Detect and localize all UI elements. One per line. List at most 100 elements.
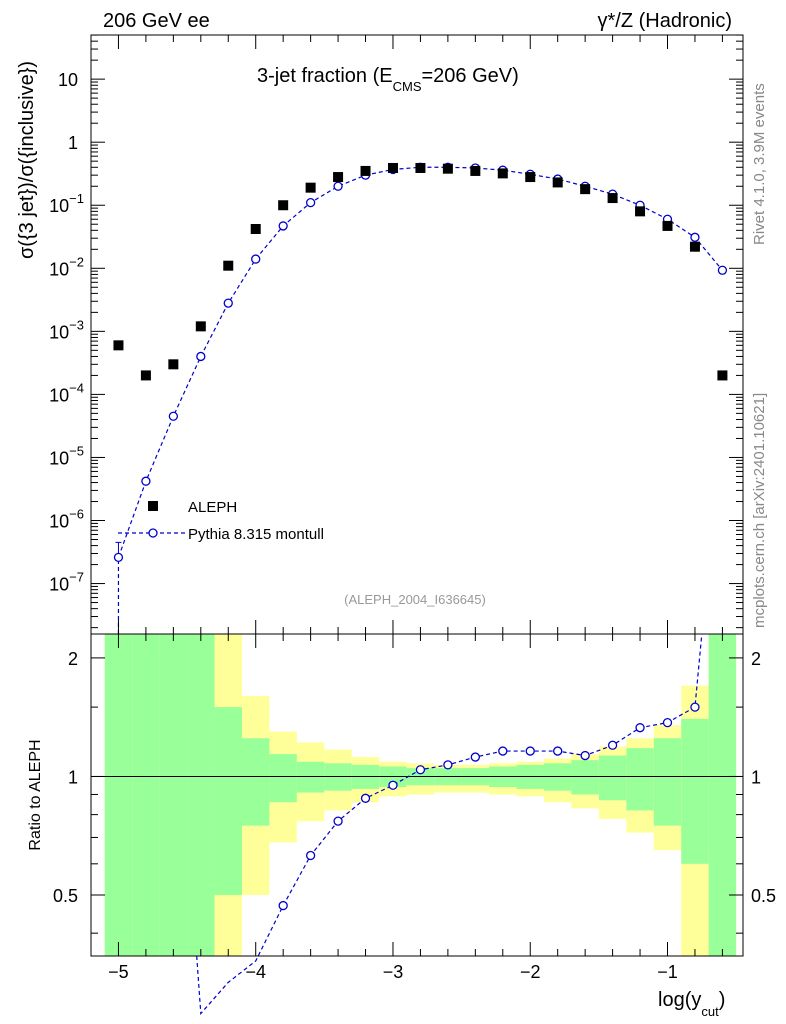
data-point (278, 200, 289, 211)
band-inner (681, 718, 709, 864)
ratio-mc-point (525, 746, 535, 756)
y-tick-label: 1 (68, 133, 78, 153)
data-point (607, 193, 618, 204)
ratio-mc-point (662, 717, 673, 728)
data-point (442, 163, 453, 174)
analysis-label: (ALEPH_2004_I636645) (344, 592, 486, 607)
mc-point (717, 265, 728, 275)
mc-point (196, 351, 206, 362)
y-tick-label: 10−7 (49, 570, 84, 595)
data-point (717, 370, 728, 381)
band-inner (543, 763, 572, 791)
band-inner (296, 761, 325, 793)
ratio-tick-label-left: 0.5 (53, 886, 78, 906)
band-inner (269, 754, 297, 803)
band-inner (598, 755, 627, 801)
ratio-tick-label-right: 2 (751, 649, 761, 669)
band-inner (104, 634, 133, 956)
ratio-mc-point (470, 752, 480, 762)
header-right: γ*/Z (Hadronic) (598, 10, 732, 32)
band-inner (132, 634, 160, 956)
ratio-tick-label-right: 0.5 (751, 886, 776, 906)
mc-point (168, 411, 179, 421)
band-inner (187, 634, 215, 956)
data-point (415, 162, 426, 173)
legend-data-marker (148, 501, 158, 511)
mc-point (113, 552, 124, 563)
band-inner (159, 634, 188, 956)
ratio-tick-label-left: 1 (68, 767, 78, 787)
data-point (168, 359, 179, 370)
data-point (552, 177, 563, 188)
x-tick-label: −1 (657, 962, 678, 982)
x-axis-label: log(ycut) (658, 989, 725, 1019)
ratio-tick-label-right: 1 (751, 767, 761, 787)
ratio-mc-point (278, 900, 288, 911)
x-tick-label: −3 (383, 962, 404, 982)
data-point (470, 165, 481, 176)
data-point (497, 168, 508, 179)
data-point (525, 172, 536, 183)
y-tick-label: 10−2 (49, 254, 84, 279)
mc-series-line (117, 166, 723, 634)
data-point (195, 321, 206, 332)
data-point (360, 165, 371, 176)
ratio-mc-point (635, 723, 645, 733)
mc-point (690, 232, 700, 242)
band-inner (241, 738, 270, 826)
y-tick-label: 10−1 (49, 191, 84, 216)
band-inner (626, 748, 654, 811)
ratio-mc-point (388, 780, 398, 790)
data-point (689, 241, 700, 252)
ratio-bands (91, 634, 743, 956)
ratio-mc-point (498, 746, 508, 756)
ratio-mc-point (360, 793, 371, 803)
ratio-mc-point (553, 746, 563, 756)
band-inner (324, 763, 352, 791)
data-point (223, 260, 234, 271)
chart-title: 3-jet fraction (ECMS=206 GeV) (257, 65, 519, 94)
axes: −5 −4 −3 −2 −1 10 1 10−1 10−2 10−3 10−4 10−5 10−6 10−… (49, 34, 776, 982)
band-inner (653, 738, 682, 826)
side-label-mcplots: mcplots.cern.ch [arXiv:2401.10621] (751, 393, 768, 628)
data-point (387, 162, 398, 173)
y-tick-label: 10−3 (49, 317, 84, 342)
ratio-tick-label-left: 2 (68, 649, 78, 669)
data-point (113, 340, 124, 351)
mc-point (141, 476, 151, 486)
band-inner (708, 634, 737, 956)
ratio-mc-point (690, 702, 700, 712)
mc-point (223, 298, 233, 308)
y-tick-label: 10−6 (49, 507, 84, 532)
x-tick-label: −2 (520, 962, 541, 982)
main-frame (90, 34, 744, 635)
ratio-mc-point (333, 816, 343, 826)
data-point (140, 370, 151, 381)
band-inner (571, 760, 599, 795)
data-point (250, 223, 261, 234)
data-point (635, 206, 646, 217)
y-axis-label: σ({3 jet})/σ({inclusive}) (16, 61, 38, 259)
legend-mc-marker (148, 528, 158, 538)
mc-point (305, 197, 316, 208)
ratio-mc-point (305, 850, 316, 861)
ratio-frame (90, 633, 744, 957)
x-tick-label: −5 (108, 962, 129, 982)
main-plot (113, 162, 728, 634)
mc-point (333, 181, 343, 191)
y-tick-label: 10−4 (49, 380, 84, 405)
ratio-plot (196, 633, 703, 1016)
ratio-mc-point (415, 765, 426, 775)
data-point (305, 182, 316, 193)
x-tick-label: −4 (245, 962, 266, 982)
band-inner (214, 707, 242, 895)
y-tick-label: 10−5 (49, 443, 84, 468)
side-label-rivet: Rivet 4.1.0, 3.9M events (751, 83, 768, 245)
header-left: 206 GeV ee (103, 10, 210, 32)
ratio-mc-point (443, 760, 453, 770)
ratio-y-axis-label: Ratio to ALEPH (27, 739, 44, 850)
data-point (333, 172, 344, 183)
legend-mc-label: Pythia 8.315 montull (188, 526, 324, 543)
ratio-mc-point (607, 740, 618, 750)
